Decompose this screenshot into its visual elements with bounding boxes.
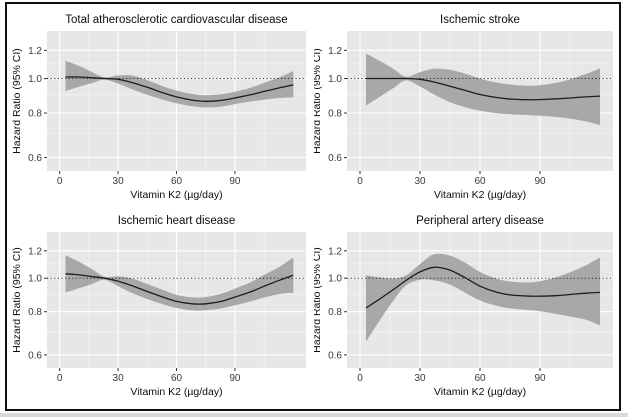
confidence-band bbox=[366, 253, 600, 342]
x-tick-label: 60 bbox=[171, 176, 183, 187]
confidence-band bbox=[366, 53, 600, 126]
y-tick-label: 0.6 bbox=[28, 153, 42, 164]
x-axis-title: Vitamin K2 (µg/day) bbox=[130, 386, 222, 398]
x-tick-label: 0 bbox=[357, 373, 363, 384]
y-tick-label: 1.0 bbox=[28, 274, 42, 285]
y-axis-title: Hazard Ratio (95% CI) bbox=[11, 48, 23, 154]
x-tick-label: 30 bbox=[414, 373, 426, 384]
y-tick-label: 1.2 bbox=[28, 246, 42, 257]
y-tick-label: 0.8 bbox=[328, 109, 342, 120]
y-tick-label: 0.6 bbox=[328, 153, 342, 164]
y-axis-title: Hazard Ratio (95% CI) bbox=[314, 48, 323, 154]
x-tick-label: 60 bbox=[474, 176, 486, 187]
y-axis-title: Hazard Ratio (95% CI) bbox=[11, 247, 23, 353]
panel-title: Total atherosclerotic cardiovascular dis… bbox=[65, 14, 287, 26]
panel-title: Ischemic heart disease bbox=[118, 215, 236, 227]
estimate-curve bbox=[65, 273, 294, 305]
y-tick-label: 1.2 bbox=[28, 46, 42, 57]
y-tick-label: 1.0 bbox=[328, 274, 342, 285]
y-tick-label: 1.0 bbox=[328, 74, 342, 85]
panel-title: Peripheral artery disease bbox=[416, 215, 544, 227]
y-tick-label: 0.8 bbox=[28, 307, 42, 318]
x-tick-label: 60 bbox=[171, 373, 183, 384]
y-axis-title: Hazard Ratio (95% CI) bbox=[314, 247, 323, 353]
panel-total-atherosclerotic-cardiovascular-disease: 0 30 60 90 0.6 0.8 1.0 1.2 Total atherosclerotic… bbox=[11, 14, 306, 201]
x-tick-label: 0 bbox=[357, 176, 363, 187]
x-axis-title: Vitamin K2 (µg/day) bbox=[130, 189, 222, 201]
y-tick-label: 1.2 bbox=[328, 246, 342, 257]
x-axis-title: Vitamin K2 (µg/day) bbox=[434, 189, 526, 201]
x-tick-label: 90 bbox=[229, 373, 241, 384]
panel-ischemic-heart-disease: 0 30 60 90 0.6 0.8 1.0 1.2 Ischemic heart diseas… bbox=[11, 215, 306, 398]
x-tick-label: 90 bbox=[534, 373, 546, 384]
estimate-curve bbox=[65, 76, 294, 102]
x-tick-label: 0 bbox=[57, 373, 63, 384]
y-tick-label: 0.8 bbox=[28, 109, 42, 120]
y-tick-label: 1.2 bbox=[328, 46, 342, 57]
x-tick-label: 0 bbox=[57, 176, 63, 187]
x-tick-label: 30 bbox=[414, 176, 426, 187]
x-tick-label: 30 bbox=[113, 176, 125, 187]
panel-ischemic-stroke: 0 30 60 90 0.6 0.8 1.0 1.2 Ischemic stroke Vitami… bbox=[314, 14, 613, 201]
confidence-band bbox=[65, 61, 294, 108]
y-tick-label: 1.0 bbox=[28, 74, 42, 85]
x-tick-label: 90 bbox=[534, 176, 546, 187]
x-tick-label: 60 bbox=[474, 373, 486, 384]
y-tick-label: 0.6 bbox=[328, 350, 342, 361]
x-axis-title: Vitamin K2 (µg/day) bbox=[434, 386, 526, 398]
estimate-curve bbox=[365, 266, 601, 309]
panel-peripheral-artery-disease: 0 30 60 90 0.6 0.8 1.0 1.2 Peripheral artery dis… bbox=[314, 215, 613, 398]
y-tick-label: 0.8 bbox=[328, 307, 342, 318]
page-edge-strip bbox=[0, 413, 628, 417]
x-tick-label: 90 bbox=[229, 176, 241, 187]
x-tick-label: 30 bbox=[113, 373, 125, 384]
y-tick-label: 0.6 bbox=[28, 350, 42, 361]
panel-title: Ischemic stroke bbox=[440, 14, 520, 26]
estimate-curve bbox=[366, 77, 601, 101]
